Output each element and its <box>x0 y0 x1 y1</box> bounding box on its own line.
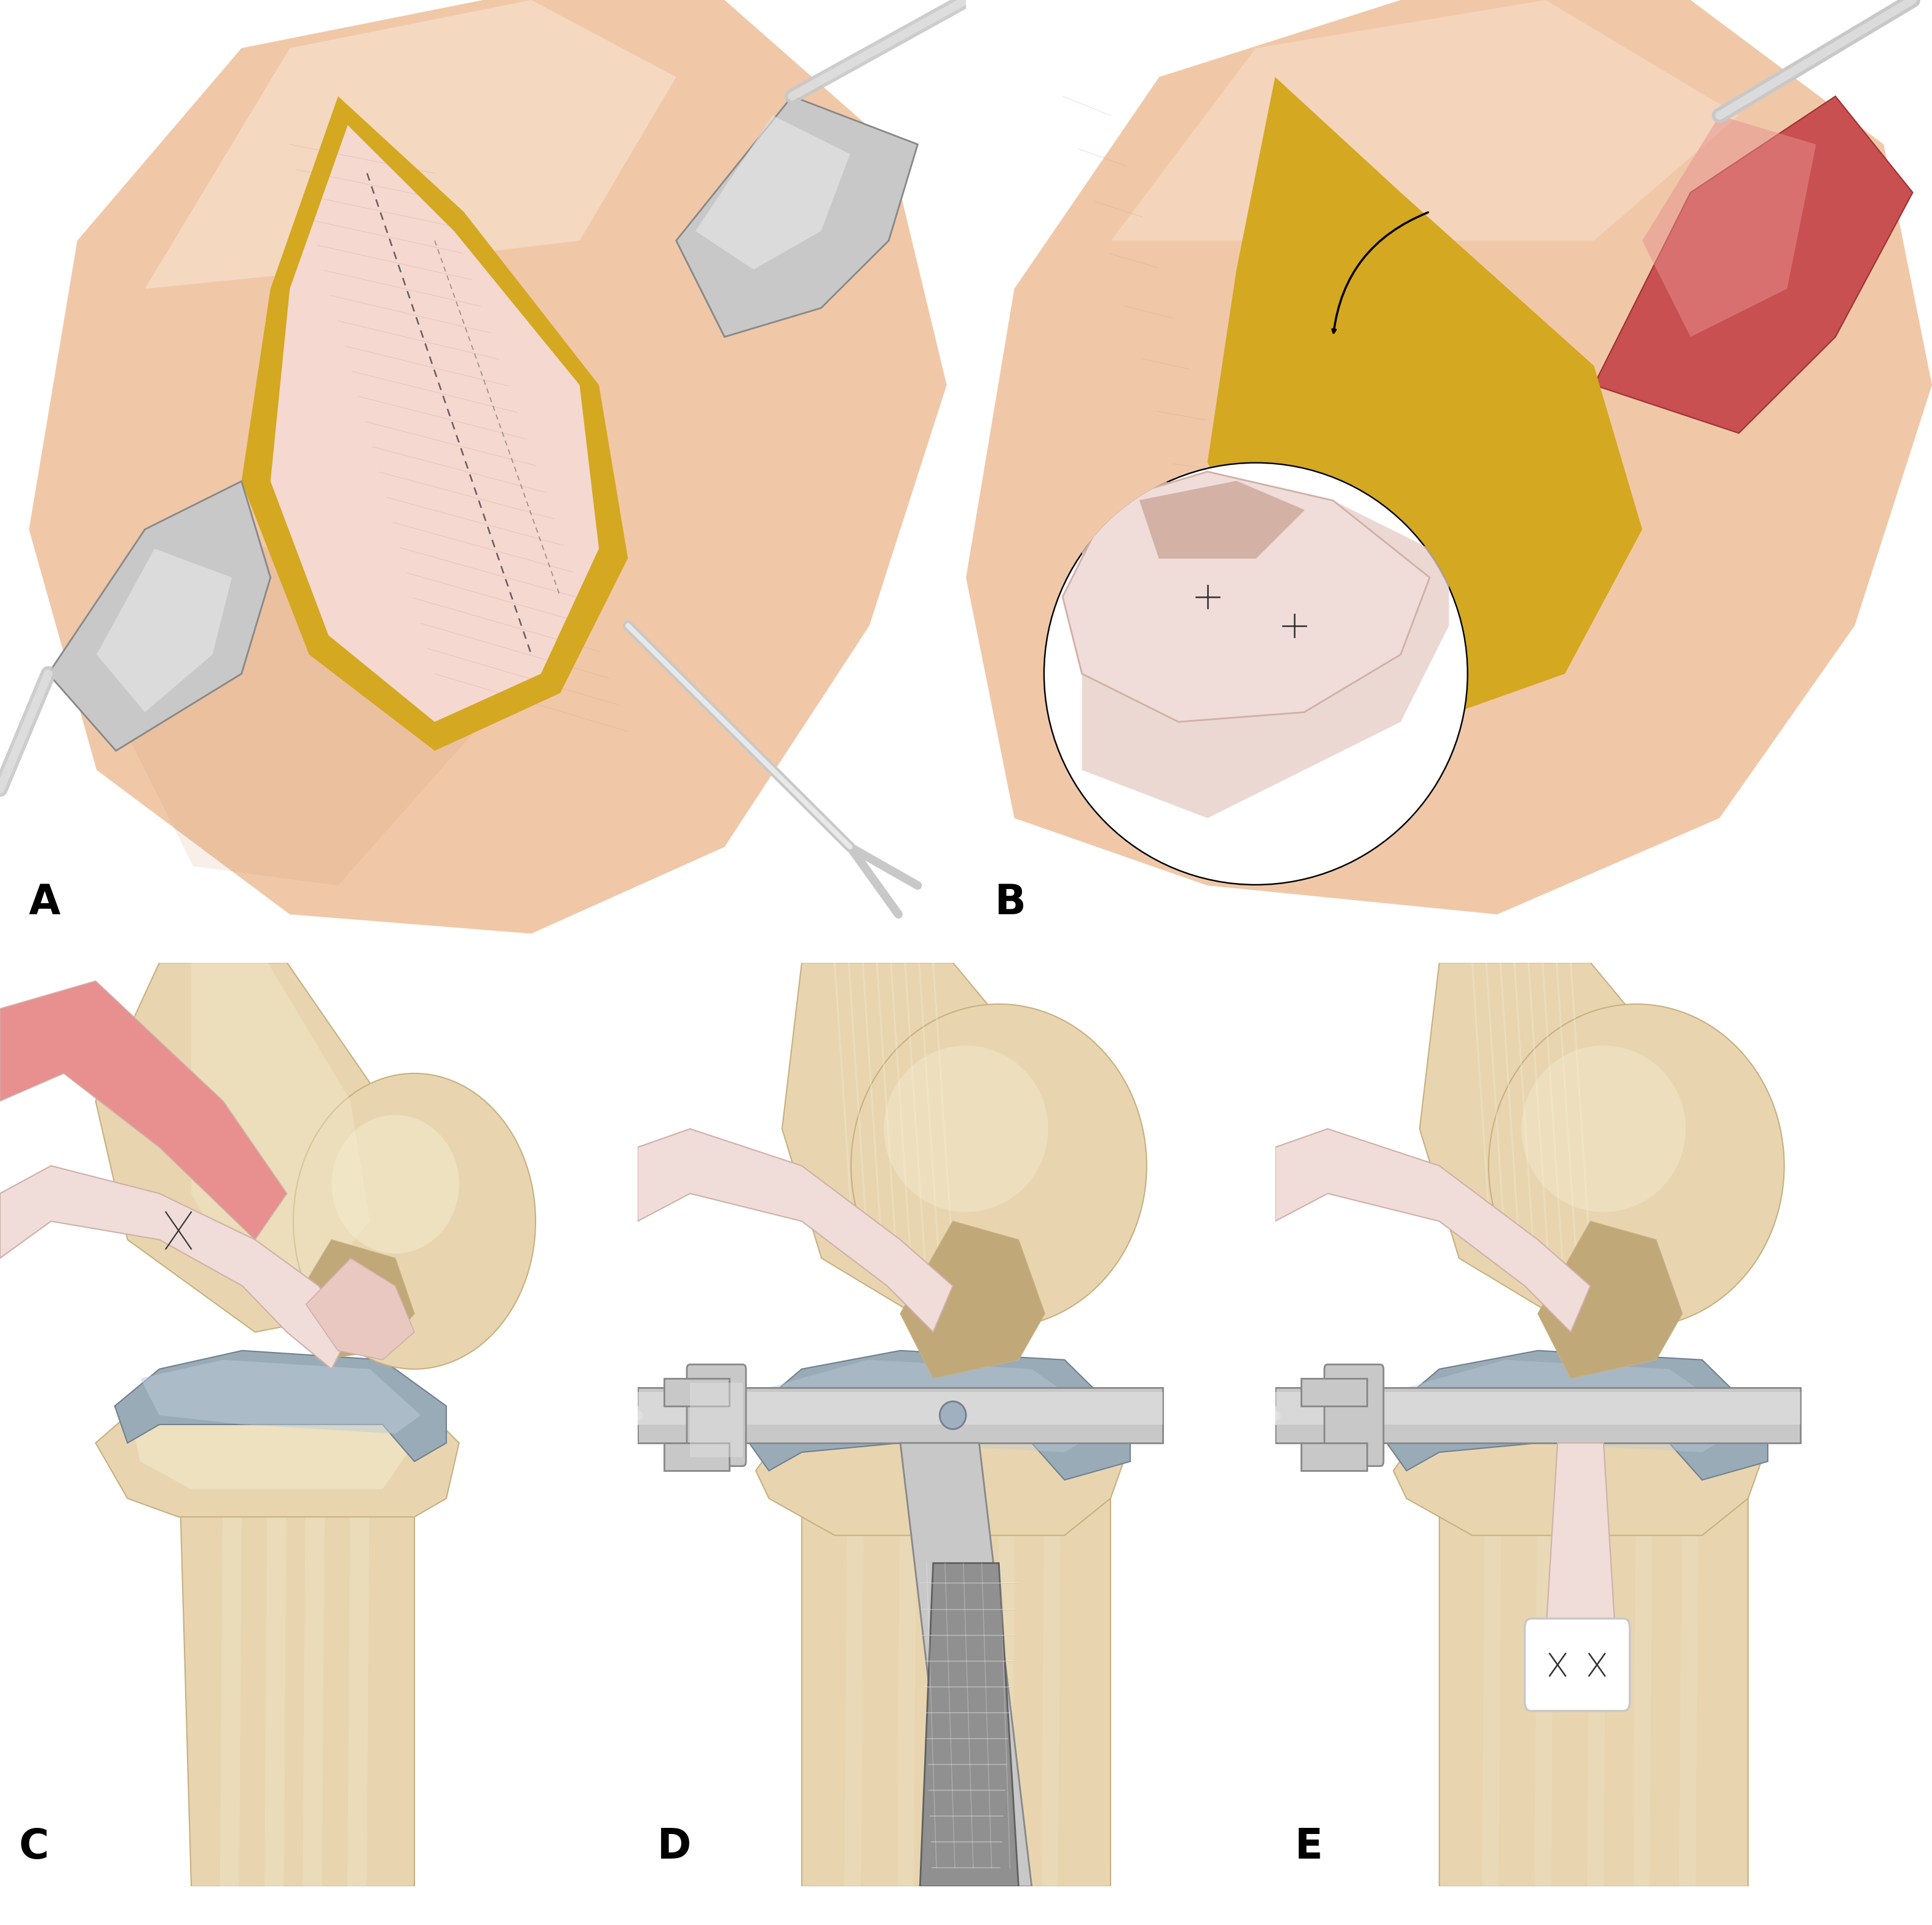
Polygon shape <box>638 1128 952 1332</box>
Polygon shape <box>97 529 483 886</box>
FancyBboxPatch shape <box>1524 1619 1631 1711</box>
Polygon shape <box>305 1259 415 1359</box>
Ellipse shape <box>939 1401 966 1428</box>
Ellipse shape <box>332 1115 460 1253</box>
Polygon shape <box>1642 135 1797 308</box>
Polygon shape <box>145 0 676 289</box>
FancyBboxPatch shape <box>1325 1365 1383 1467</box>
FancyBboxPatch shape <box>688 1365 746 1467</box>
Polygon shape <box>665 1378 730 1405</box>
Text: C: C <box>19 1827 48 1867</box>
Text: B: B <box>995 882 1026 922</box>
Polygon shape <box>951 1424 970 1886</box>
Polygon shape <box>1111 0 1739 241</box>
Polygon shape <box>1393 1378 1768 1536</box>
Polygon shape <box>288 1240 415 1359</box>
Polygon shape <box>1588 1424 1607 1886</box>
Polygon shape <box>1594 96 1913 433</box>
Polygon shape <box>1302 1378 1368 1405</box>
Polygon shape <box>896 1424 918 1886</box>
Polygon shape <box>1275 1128 1590 1332</box>
Polygon shape <box>920 1563 1018 1886</box>
Polygon shape <box>0 982 288 1240</box>
Polygon shape <box>900 1444 1032 1886</box>
Text: D: D <box>657 1827 692 1867</box>
Polygon shape <box>1420 962 1702 1313</box>
Polygon shape <box>141 1359 421 1434</box>
Polygon shape <box>1544 1444 1617 1655</box>
Polygon shape <box>1302 1444 1368 1471</box>
Polygon shape <box>1041 1424 1061 1886</box>
Polygon shape <box>1275 1388 1801 1444</box>
Polygon shape <box>191 962 369 1286</box>
Polygon shape <box>1633 1424 1654 1886</box>
Polygon shape <box>995 1424 1016 1886</box>
Polygon shape <box>736 1351 1130 1480</box>
Polygon shape <box>97 549 232 712</box>
Polygon shape <box>676 96 918 337</box>
Polygon shape <box>900 1220 1045 1378</box>
Circle shape <box>1043 462 1468 886</box>
Polygon shape <box>1304 529 1497 741</box>
Polygon shape <box>1406 1359 1748 1451</box>
Polygon shape <box>0 1167 352 1369</box>
Ellipse shape <box>850 1005 1148 1328</box>
Polygon shape <box>1374 1351 1768 1480</box>
Ellipse shape <box>1522 1045 1685 1213</box>
Text: A: A <box>29 882 60 922</box>
Polygon shape <box>97 1378 460 1517</box>
Polygon shape <box>1208 77 1642 722</box>
Polygon shape <box>220 1424 241 1886</box>
Polygon shape <box>1063 472 1430 722</box>
Text: E: E <box>1294 1827 1323 1867</box>
Polygon shape <box>303 1424 325 1886</box>
Polygon shape <box>1275 1392 1801 1424</box>
Polygon shape <box>1679 1424 1698 1886</box>
Polygon shape <box>966 0 1932 914</box>
Polygon shape <box>1642 115 1816 337</box>
Polygon shape <box>1333 578 1449 712</box>
Polygon shape <box>348 1424 369 1886</box>
Polygon shape <box>638 1388 1163 1444</box>
Polygon shape <box>114 1351 446 1461</box>
Polygon shape <box>270 125 599 722</box>
Polygon shape <box>265 1424 288 1886</box>
Polygon shape <box>755 1378 1130 1536</box>
Polygon shape <box>696 115 850 270</box>
Polygon shape <box>844 1424 864 1886</box>
Polygon shape <box>638 1392 1163 1424</box>
Polygon shape <box>802 1424 1111 1886</box>
Polygon shape <box>1623 115 1855 366</box>
Polygon shape <box>1439 1424 1748 1886</box>
Polygon shape <box>241 96 628 751</box>
Polygon shape <box>1538 1220 1683 1378</box>
Polygon shape <box>1140 481 1304 558</box>
Polygon shape <box>782 962 1065 1313</box>
Ellipse shape <box>294 1074 535 1369</box>
Polygon shape <box>128 1378 415 1490</box>
Polygon shape <box>690 1382 742 1457</box>
Polygon shape <box>48 481 270 751</box>
Polygon shape <box>1014 96 1304 674</box>
Polygon shape <box>665 1444 730 1471</box>
Ellipse shape <box>885 1045 1049 1213</box>
Polygon shape <box>769 1359 1111 1451</box>
Polygon shape <box>178 1405 415 1886</box>
Ellipse shape <box>1490 1005 1785 1328</box>
Polygon shape <box>1082 481 1449 818</box>
Polygon shape <box>1482 1424 1501 1886</box>
Polygon shape <box>1534 1424 1553 1886</box>
Polygon shape <box>97 962 415 1332</box>
Polygon shape <box>1227 96 1613 693</box>
Polygon shape <box>29 0 947 934</box>
